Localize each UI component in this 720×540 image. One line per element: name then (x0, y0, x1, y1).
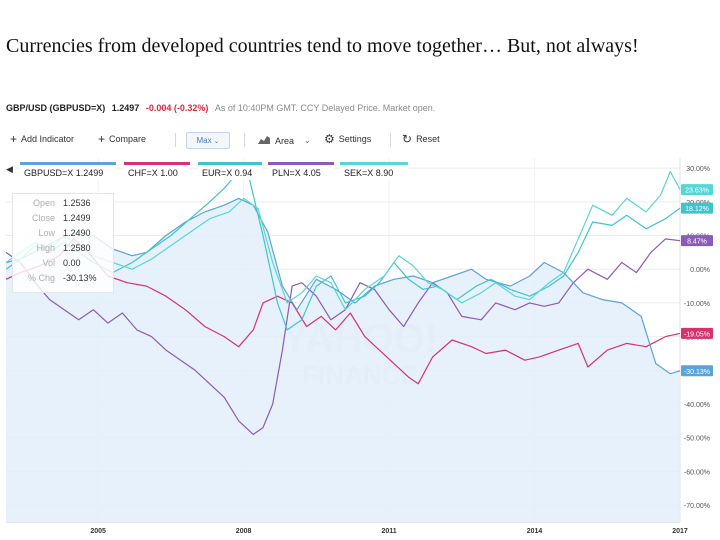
y-tick-label: -60.00% (684, 469, 710, 476)
tooltip-row-chg: % Chg -30.13% (27, 273, 97, 283)
range-dropdown[interactable]: Max ⌄ (186, 132, 230, 149)
compare-label: Compare (109, 134, 147, 144)
end-label-text: 23.63% (685, 188, 709, 195)
plus-icon: + (10, 132, 18, 146)
end-label-box (681, 202, 713, 214)
series-line-gbp (5, 197, 681, 375)
y-tick-label: -70.00% (684, 503, 710, 510)
toolbar-divider (390, 133, 391, 147)
add-indicator-label: Add Indicator (21, 134, 75, 144)
quote-symbol: GBP/USD (GBPUSD=X) (6, 103, 106, 113)
toolbar-divider (175, 133, 176, 147)
tooltip-row-open: Open 1.2536 (32, 198, 91, 208)
end-label-box (681, 184, 713, 196)
reset-icon: ↻ (402, 132, 413, 146)
toolbar-divider (244, 133, 245, 147)
add-indicator-button[interactable]: + Add Indicator (10, 132, 75, 146)
legend-label-gbp: GBPUSD=X 1.2499 (24, 168, 104, 178)
area-chart-icon (257, 134, 271, 147)
end-label-sek: 23.63% (681, 184, 713, 196)
area-label: Area (275, 135, 295, 146)
x-tick-label: 2005 (90, 528, 106, 535)
legend-item-eur[interactable]: EUR=X 0.94 (198, 162, 262, 180)
x-tick-label: 2017 (672, 528, 688, 535)
x-tick-label: 2014 (527, 528, 543, 535)
chevron-down-icon: ⌄ (304, 136, 311, 145)
reset-label: Reset (416, 134, 440, 144)
quote-change: -0.004 (-0.32%) (145, 103, 209, 113)
quote-price: 1.2497 (111, 103, 140, 113)
end-label-text: -19.05% (684, 331, 710, 338)
x-tick-label: 2008 (236, 528, 252, 535)
plus-icon: + (98, 132, 106, 146)
quote-note: As of 10:40PM GMT. CCY Delayed Price. Ma… (214, 103, 436, 113)
settings-label: Settings (338, 134, 372, 144)
legend-item-sek[interactable]: SEK=X 8.90 (340, 162, 408, 180)
legend-label-chf: CHF=X 1.00 (128, 168, 178, 178)
y-tick-label: -40.00% (684, 402, 710, 409)
legend-label-sek: SEK=X 8.90 (344, 168, 394, 178)
series-line-chf (5, 238, 681, 385)
x-tick-label: 2011 (381, 528, 396, 535)
y-tick-label: -10.00% (684, 301, 710, 308)
tooltip-row-vol: Vol 0.00 (42, 258, 81, 268)
tooltip-row-low: Low 1.2490 (38, 228, 91, 238)
end-label-chf: -19.05% (681, 327, 713, 339)
legend-item-gbp[interactable]: GBPUSD=X 1.2499 (20, 162, 116, 180)
end-label-box (681, 235, 713, 247)
end-label-text: 18.12% (685, 206, 709, 213)
range-label: Max (196, 136, 212, 145)
legend-scroll-left-icon[interactable]: ◀ (6, 164, 13, 174)
y-tick-label: -50.00% (684, 436, 710, 443)
ohlc-tooltip: Open 1.2536 Close 1.2499 Low 1.2490 High… (12, 193, 114, 293)
end-label-eur: 18.12% (681, 202, 713, 214)
slide-title: Currencies from developed countries tend… (6, 35, 639, 57)
end-label-pln: 8.47% (681, 235, 713, 247)
tooltip-row-high: High 1.2580 (36, 243, 91, 253)
tooltip-row-close: Close 1.2499 (31, 213, 91, 223)
reset-button[interactable]: ↻ Reset (402, 132, 440, 146)
y-tick-label: 0.00% (690, 267, 710, 274)
quote-header: GBP/USD (GBPUSD=X) 1.2497 -0.004 (-0.32%… (6, 103, 435, 113)
compare-button[interactable]: + Compare (98, 132, 147, 146)
end-label-box (681, 365, 713, 377)
end-label-text: 8.47% (687, 239, 707, 246)
gbp-area-fill (6, 198, 680, 522)
series-line-pln (5, 238, 681, 435)
legend-item-chf[interactable]: CHF=X 1.00 (124, 162, 190, 180)
legend-item-pln[interactable]: PLN=X 4.05 (268, 162, 334, 180)
end-label-box (681, 327, 713, 339)
legend-label-pln: PLN=X 4.05 (272, 168, 321, 178)
area-chart-type-button[interactable]: Area ⌄ (257, 134, 311, 147)
end-label-gbp: -30.13% (681, 365, 713, 377)
end-label-text: -30.13% (684, 369, 710, 376)
legend-label-eur: EUR=X 0.94 (202, 168, 253, 178)
chart-toolbar: + Add Indicator + Compare Max ⌄ Area ⌄ ⚙… (0, 126, 720, 154)
y-tick-label: 30.00% (686, 166, 710, 173)
gear-icon: ⚙ (324, 132, 335, 146)
chevron-down-icon: ⌄ (213, 137, 220, 145)
settings-button[interactable]: ⚙ Settings (324, 132, 372, 146)
